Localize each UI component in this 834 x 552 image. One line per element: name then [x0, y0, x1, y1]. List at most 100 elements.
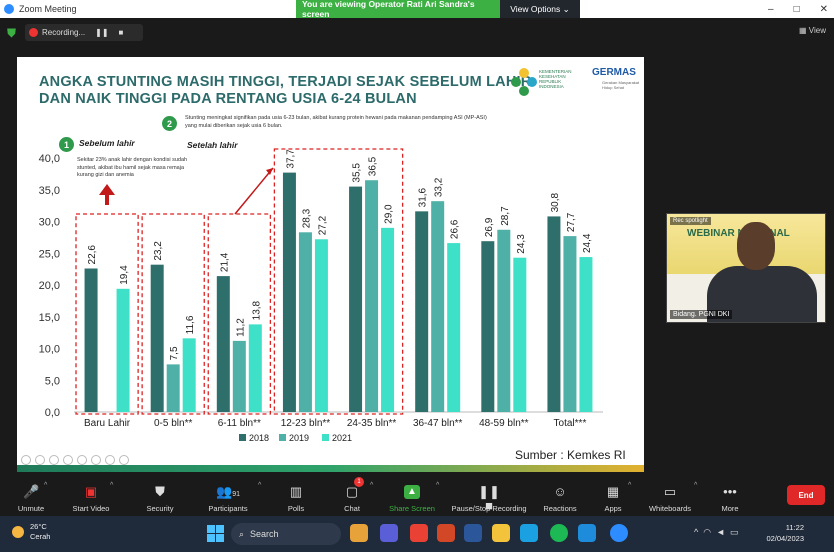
taskbar-clock[interactable]: 11:22 02/04/2023: [766, 522, 804, 544]
y-tick-label: 40,0: [39, 153, 60, 165]
data-label: 27,2: [317, 215, 328, 235]
file-explorer-icon[interactable]: [492, 524, 510, 542]
slide-tool-icon[interactable]: [119, 455, 129, 465]
participants-button[interactable]: 👥91 Participants: [204, 474, 252, 516]
highlight-box: [273, 148, 404, 415]
y-tick-label: 0,0: [45, 407, 60, 419]
taskbar-app-icon[interactable]: [350, 524, 368, 542]
wifi-icon[interactable]: ◠: [703, 527, 717, 537]
polls-button[interactable]: ▥ Polls: [280, 474, 312, 516]
slide-annotation-tools[interactable]: [21, 455, 129, 465]
bar-2019: [497, 229, 511, 412]
end-meeting-button[interactable]: End: [787, 485, 825, 505]
more-button[interactable]: ••• More: [716, 474, 744, 516]
pause-stop-recording-button[interactable]: ❚❚ ■ Pause/Stop Recording: [448, 474, 530, 516]
chevron-up-icon[interactable]: ^: [694, 527, 704, 537]
y-tick-label: 30,0: [39, 217, 60, 229]
data-label: 26,6: [450, 219, 461, 239]
maximize-button[interactable]: □: [793, 3, 800, 15]
bar-2018: [547, 216, 561, 412]
recording-label: Recording...: [42, 28, 86, 37]
system-tray[interactable]: ^◠◄▭: [694, 527, 744, 538]
slide-tool-icon[interactable]: [21, 455, 31, 465]
slide-tool-icon[interactable]: [91, 455, 101, 465]
reactions-button[interactable]: ☺ Reactions: [540, 474, 580, 516]
kemkes-logo-text: KEMENTERIAN KESEHATAN REPUBLIK INDONESIA: [539, 69, 572, 89]
apps-button[interactable]: ▦ Apps: [600, 474, 626, 516]
bar-2018: [216, 276, 230, 412]
bar-2018: [415, 211, 429, 412]
participant-name: Bidang. PGNI DKI: [670, 310, 733, 319]
data-label: 7,5: [169, 346, 180, 360]
taskbar-app-icon[interactable]: [380, 524, 398, 542]
minimize-button[interactable]: –: [768, 3, 774, 15]
stop-recording-icon[interactable]: ■: [118, 28, 124, 37]
x-tick-label: 36-47 bln**: [413, 418, 463, 429]
bar-2018: [150, 264, 164, 412]
chat-label: Chat: [344, 504, 360, 513]
weather-desc: Cerah: [30, 532, 51, 541]
y-tick-label: 35,0: [39, 185, 60, 197]
pause-recording-icon[interactable]: ❚❚: [95, 28, 109, 37]
bar-2019: [365, 180, 379, 412]
share-caret-icon[interactable]: ^: [436, 482, 440, 489]
chat-button[interactable]: ▢ Chat: [336, 474, 368, 516]
data-label: 28,3: [301, 208, 312, 228]
meeting-toolbar: 🎤 Unmute ^ ▣ Start Video ^ ⛊ Security 👥9…: [0, 474, 834, 516]
data-label: 37,7: [285, 149, 296, 169]
y-tick-label: 15,0: [39, 312, 60, 324]
participants-label: Participants: [208, 504, 248, 513]
bar-2019: [431, 201, 445, 412]
unmute-button[interactable]: 🎤 Unmute: [12, 474, 50, 516]
slide-tool-icon[interactable]: [63, 455, 73, 465]
chrome-icon[interactable]: [410, 524, 428, 542]
search-icon: ⌕: [239, 528, 245, 539]
whiteboard-caret-icon[interactable]: ^: [694, 482, 698, 489]
windows-start-icon[interactable]: [207, 525, 224, 542]
video-options-caret-icon[interactable]: ^: [110, 482, 114, 489]
encryption-shield-icon[interactable]: ⛊: [7, 26, 17, 40]
weather-sun-icon[interactable]: [12, 526, 24, 538]
close-button[interactable]: ✕: [819, 3, 828, 15]
data-label: 11,6: [185, 315, 196, 334]
word-icon[interactable]: [464, 524, 482, 542]
participants-icon: 👥91: [216, 484, 240, 499]
slide-tool-icon[interactable]: [35, 455, 45, 465]
taskbar-app-icon[interactable]: [578, 524, 596, 542]
slide-tool-icon[interactable]: [49, 455, 59, 465]
data-label: 19,4: [119, 265, 130, 285]
whiteboards-button[interactable]: ▭ Whiteboards: [646, 474, 694, 516]
start-video-button[interactable]: ▣ Start Video: [66, 474, 116, 516]
data-label: 30,8: [550, 193, 561, 213]
participant-head: [737, 222, 775, 270]
reactions-icon: ☺: [553, 484, 567, 499]
share-screen-button[interactable]: ▲ Share Screen: [386, 474, 438, 516]
view-options-button[interactable]: View Options ⌄: [500, 0, 580, 18]
participants-caret-icon[interactable]: ^: [258, 482, 262, 489]
slide-tool-icon[interactable]: [105, 455, 115, 465]
apps-caret-icon[interactable]: ^: [628, 482, 632, 489]
powerpoint-icon[interactable]: [437, 524, 455, 542]
edge-icon[interactable]: [520, 524, 538, 542]
participant-video[interactable]: WEBINAR NASIONAL Rec spotlight Bidang. P…: [666, 213, 826, 323]
slide-tool-icon[interactable]: [77, 455, 87, 465]
volume-icon[interactable]: ◄: [716, 527, 731, 537]
bar-2021: [447, 243, 461, 412]
weather-widget[interactable]: 26°C Cerah: [30, 522, 50, 542]
window-titlebar: Zoom Meeting You are viewing Operator Ra…: [0, 0, 834, 19]
chat-unread-badge: 1: [354, 477, 364, 487]
spotify-icon[interactable]: [550, 524, 568, 542]
highlight-box: [75, 213, 139, 415]
security-button[interactable]: ⛊ Security: [140, 474, 180, 516]
meeting-top-strip: ⛊ Recording... ❚❚ ■ ▦ View: [0, 18, 834, 48]
recording-indicator[interactable]: Recording... ❚❚ ■: [25, 24, 143, 41]
audio-options-caret-icon[interactable]: ^: [44, 482, 48, 489]
zoom-taskbar-icon[interactable]: [610, 524, 628, 542]
taskbar-search[interactable]: ⌕ Search: [231, 523, 341, 545]
chat-caret-icon[interactable]: ^: [370, 482, 374, 489]
label-before-birth: Sebelum lahir: [79, 138, 135, 148]
view-layout-button[interactable]: ▦ View: [799, 26, 826, 35]
battery-icon[interactable]: ▭: [730, 527, 744, 537]
bar-2021: [513, 257, 527, 412]
x-tick-label: 6-11 bln**: [218, 418, 261, 429]
